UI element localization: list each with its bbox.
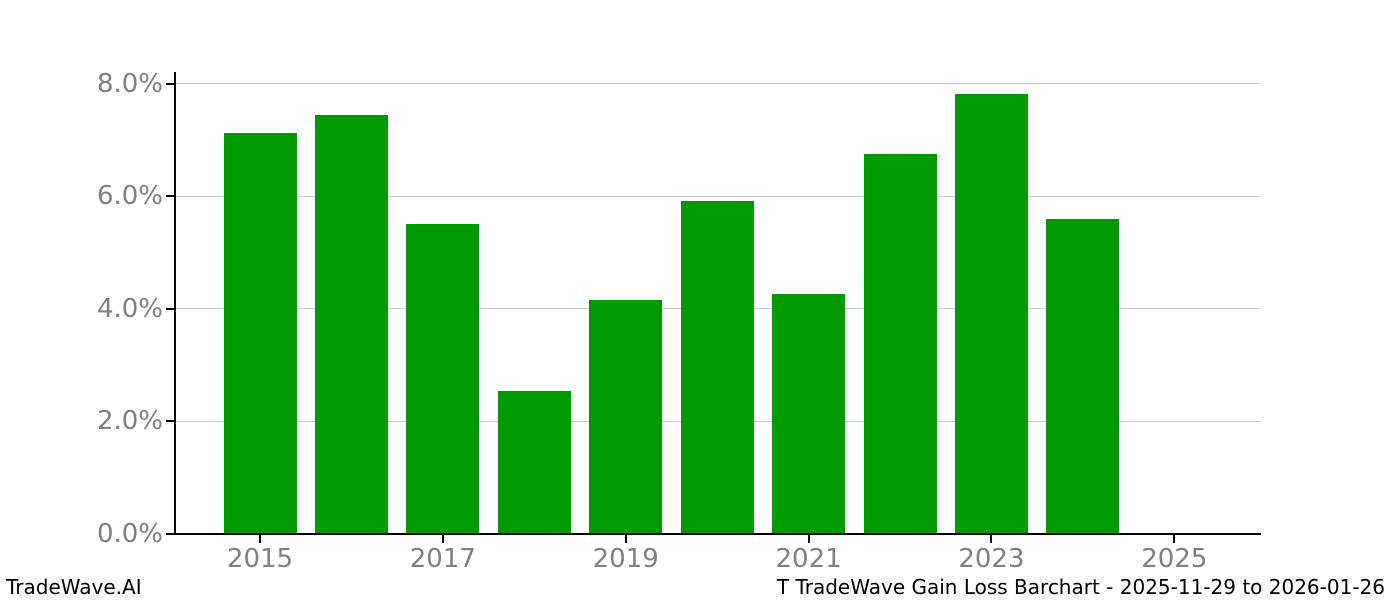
gridline-8.0% [175,83,1261,85]
x-axis-spine [174,533,1261,535]
x-tick-mark [807,534,810,543]
y-tick-label: 8.0% [96,68,163,99]
y-tick-label: 6.0% [96,181,163,212]
y-tick-mark [166,82,175,85]
x-tick-label: 2025 [1141,544,1208,574]
y-tick-label: 2.0% [96,406,163,437]
bar-2022 [863,154,937,534]
y-tick-mark [166,307,175,310]
x-tick-mark [259,534,261,543]
x-tick-label: 2017 [409,544,476,574]
bar-2018 [497,391,571,534]
x-tick-label: 2019 [592,544,659,574]
bar-2021 [772,293,846,534]
y-tick-mark [166,420,175,423]
x-tick-mark [1173,534,1176,543]
x-tick-mark [624,534,627,543]
bar-2015 [223,132,297,534]
y-axis-spine [174,72,176,535]
bar-2017 [406,223,480,534]
bar-2024 [1046,218,1120,534]
bar-2020 [680,200,754,534]
x-tick-mark [441,534,444,543]
x-tick-mark [990,534,993,543]
x-tick-label: 2015 [226,544,294,574]
x-tick-label: 2021 [775,544,842,574]
y-tick-label: 0.0% [96,519,163,549]
bar-2023 [954,93,1028,534]
bar-2019 [589,299,663,534]
gridline-6.0% [175,195,1261,197]
y-tick-mark [166,195,175,198]
footer-brand: TradeWave.AI [6,575,142,599]
bar-2016 [314,115,388,534]
x-tick-label: 2023 [958,544,1025,574]
y-tick-mark [166,533,175,535]
y-tick-label: 4.0% [96,293,163,324]
chart-title: T TradeWave Gain Loss Barchart - 2025-11… [776,575,1385,599]
